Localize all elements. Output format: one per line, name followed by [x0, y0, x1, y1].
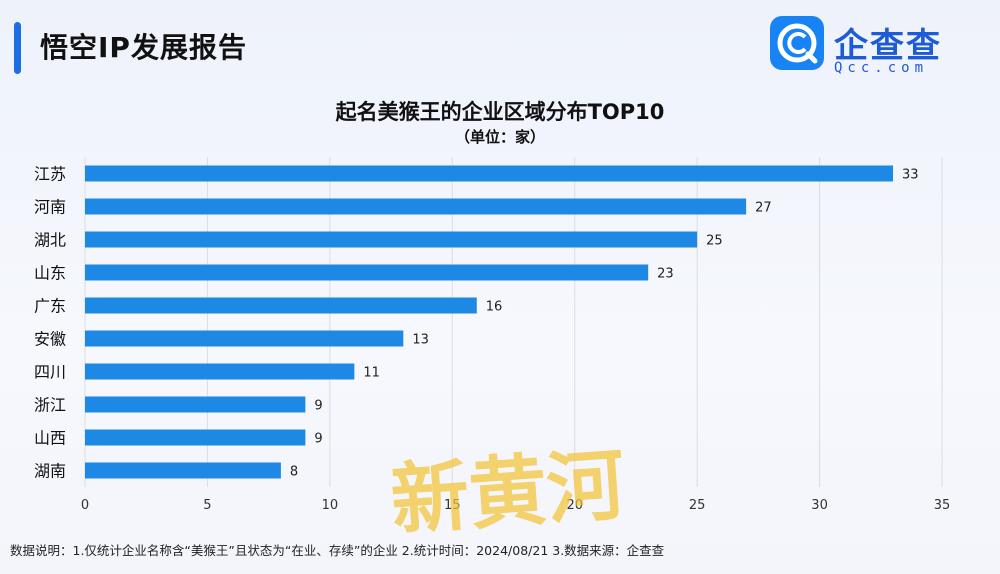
category-label: 浙江 [34, 396, 66, 415]
x-tick-label: 20 [566, 498, 583, 513]
value-label: 33 [902, 168, 919, 183]
value-label: 9 [314, 399, 322, 414]
category-label: 江苏 [34, 165, 66, 184]
x-tick-label: 30 [811, 498, 828, 513]
bar [85, 429, 306, 446]
bar [85, 165, 894, 182]
x-tick-label: 25 [689, 498, 706, 513]
value-label: 16 [486, 300, 503, 315]
category-label: 安徽 [34, 330, 66, 349]
value-label: 9 [314, 432, 322, 447]
value-label: 11 [363, 366, 380, 381]
category-label: 湖南 [34, 462, 66, 481]
bar [85, 396, 306, 413]
bar [85, 198, 747, 215]
category-label: 广东 [34, 297, 66, 316]
x-tick-label: 5 [203, 498, 211, 513]
report-title: 悟空IP发展报告 [40, 31, 247, 64]
brand-name: 企查查 [834, 26, 942, 66]
brand-logo: 企查查 Qcc.com [770, 16, 970, 80]
x-tick-label: 0 [81, 498, 89, 513]
footnote: 数据说明：1.仅统计企业名称含“美猴王”且状态为“在业、存续”的企业 2.统计时… [10, 543, 665, 558]
bar [85, 297, 477, 314]
bar [85, 264, 649, 281]
bar [85, 330, 404, 347]
bar [85, 231, 698, 248]
x-tick-label: 15 [444, 498, 461, 513]
x-tick-label: 10 [322, 498, 339, 513]
value-label: 13 [412, 333, 429, 348]
x-tick-label: 35 [934, 498, 951, 513]
category-label: 四川 [34, 363, 66, 382]
value-label: 25 [706, 234, 723, 249]
bar [85, 363, 355, 380]
chart-title: 起名美猴王的企业区域分布TOP10 [335, 100, 665, 124]
category-label: 湖北 [34, 231, 66, 250]
value-label: 8 [290, 465, 298, 480]
category-label: 山东 [34, 264, 66, 283]
value-label: 27 [755, 201, 772, 216]
category-label: 河南 [34, 198, 66, 217]
category-label: 山西 [34, 429, 66, 448]
bar [85, 462, 281, 479]
chart-subtitle: （单位：家） [454, 128, 545, 146]
brand-domain: Qcc.com [834, 60, 929, 76]
qcc-logo-icon [770, 16, 824, 70]
title-accent-bar [14, 22, 21, 74]
value-label: 23 [657, 267, 674, 282]
report-header: 悟空IP发展报告 企查查 Qcc.com [0, 0, 1000, 88]
